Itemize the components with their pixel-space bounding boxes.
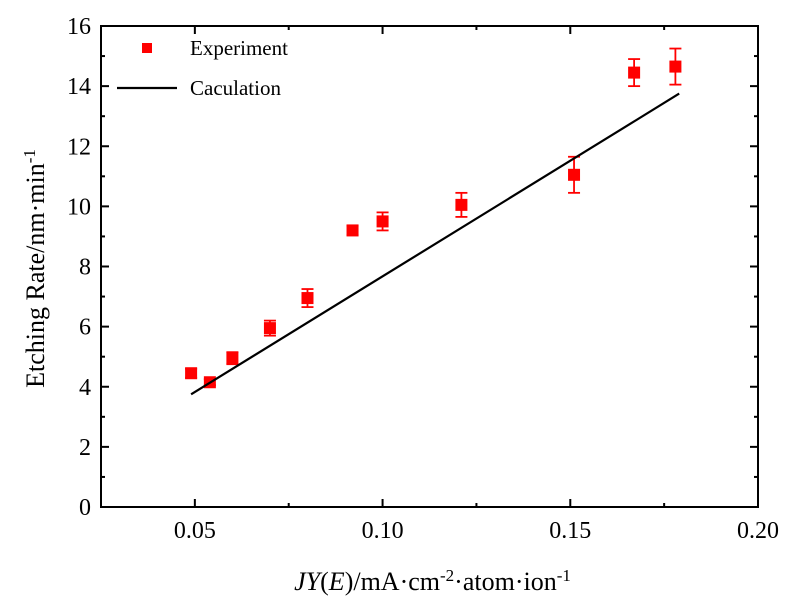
y-tick-label: 12: [67, 134, 91, 160]
x-tick-label: 0.10: [362, 518, 404, 544]
axes: 0.05 0.10 0.15 0.20 0 2 4 6 8 10 12 14 16: [67, 14, 779, 544]
experiment-point: [346, 224, 359, 237]
y-tick-label: 16: [67, 14, 91, 40]
x-tick-label: 0.15: [549, 518, 591, 544]
legend: Experiment Caculation: [117, 36, 288, 100]
experiment-point: [226, 352, 239, 365]
y-tick-label: 0: [79, 495, 91, 521]
x-axis-title: JY(E)/mA·cm-2·atom·ion-1: [294, 566, 571, 597]
experiment-point: [455, 198, 468, 211]
legend-item: Caculation: [117, 76, 281, 100]
experiment-point: [185, 367, 198, 380]
experiment-point: [263, 322, 276, 335]
experiment-point: [568, 168, 581, 181]
y-tick-label: 4: [79, 375, 91, 401]
y-tick-label: 2: [79, 435, 91, 461]
legend-label: Experiment: [190, 36, 288, 60]
legend-label: Caculation: [190, 76, 281, 100]
axis-titles: JY(E)/mA·cm-2·atom·ion-1 Etching Rate/nm·…: [20, 149, 571, 596]
y-tick-label: 14: [67, 74, 91, 100]
y-tick-label: 8: [79, 255, 91, 281]
x-tick-label: 0.20: [737, 518, 779, 544]
x-tick-label: 0.05: [174, 518, 216, 544]
calculation-line: [190, 92, 680, 396]
experiment-point: [669, 60, 682, 73]
experiment-point: [628, 66, 641, 79]
experiment-point: [376, 215, 389, 228]
y-axis-title: Etching Rate/nm·min-1: [20, 149, 51, 388]
y-tick-label: 10: [67, 194, 91, 220]
series-layer: [185, 60, 682, 396]
y-tick-label: 6: [79, 315, 91, 341]
legend-item: Experiment: [142, 36, 288, 60]
legend-square-swatch: [142, 43, 152, 53]
experiment-point: [301, 292, 314, 305]
